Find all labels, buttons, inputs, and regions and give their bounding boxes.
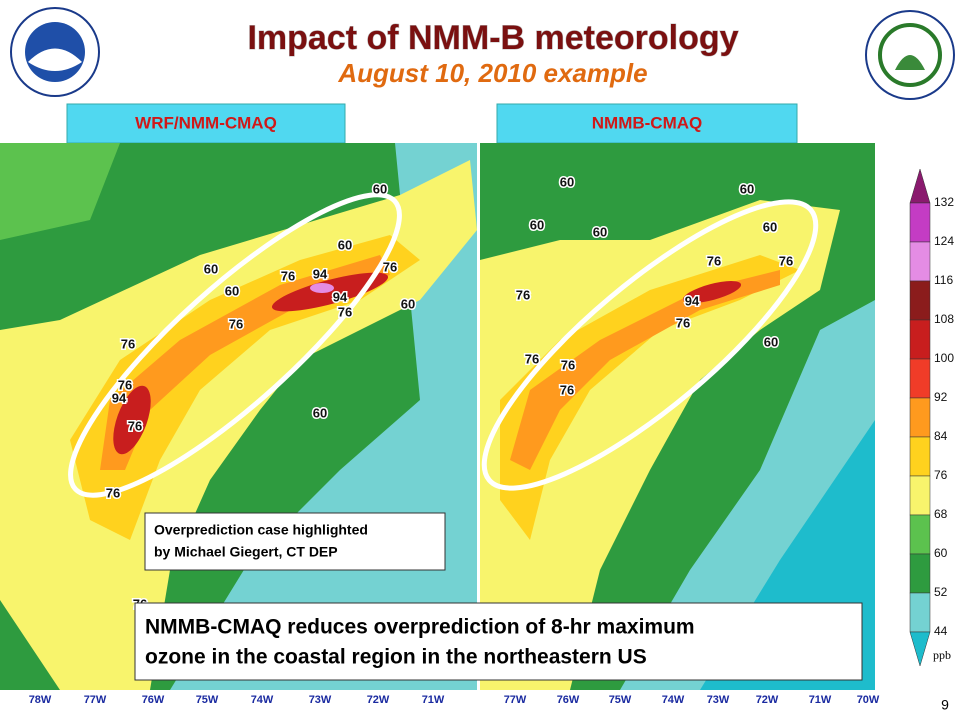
- contour-label: 94: [333, 289, 348, 304]
- title: Impact of NMM-B meteorology: [247, 19, 738, 57]
- colorbar-segment: [909, 436, 931, 477]
- contour-label: 60: [313, 405, 327, 420]
- colorbar-label: 52: [934, 585, 948, 599]
- contour-label: 76: [383, 259, 397, 274]
- contour-label: 76: [560, 382, 574, 397]
- longitude-label: 74W: [662, 694, 685, 706]
- contour-label: 60: [764, 334, 778, 349]
- colorbar-segment: [909, 319, 931, 360]
- contour-label: 60: [373, 181, 387, 196]
- contour-label: 94: [112, 390, 127, 405]
- note-line: by Michael Giegert, CT DEP: [154, 544, 338, 560]
- longitude-label: 75W: [609, 694, 632, 706]
- longitude-label: 71W: [422, 694, 445, 706]
- colorbar-label: 44: [934, 624, 948, 638]
- colorbar-segment: [909, 592, 931, 633]
- contour-label: 76: [121, 336, 135, 351]
- contour-label: 60: [204, 261, 218, 276]
- colorbar-segment: [909, 358, 931, 399]
- colorbar-label: 124: [934, 234, 954, 248]
- longitude-label: 75W: [196, 694, 219, 706]
- page-number: 9: [941, 697, 949, 713]
- note-line: Overprediction case highlighted: [154, 522, 368, 538]
- colorbar-cap: [909, 631, 931, 667]
- longitude-label: 76W: [557, 694, 580, 706]
- contour-label: 76: [525, 351, 539, 366]
- longitude-label: 77W: [84, 694, 107, 706]
- longitude-label: 73W: [309, 694, 332, 706]
- contour-label: 76: [106, 485, 120, 500]
- colorbar-segment: [909, 397, 931, 438]
- colorbar-label: 68: [934, 507, 948, 521]
- epa-logo: [865, 10, 955, 100]
- contour-label: 76: [516, 287, 530, 302]
- colorbar-label: 116: [934, 273, 953, 287]
- longitude-label: 70W: [857, 694, 880, 706]
- longitude-label: 76W: [142, 694, 165, 706]
- colorbar-segment: [909, 553, 931, 594]
- contour-label: 76: [281, 268, 295, 283]
- longitude-label: 71W: [809, 694, 832, 706]
- map-left: [0, 143, 477, 690]
- contour-label: 94: [313, 266, 328, 281]
- contour-label: 76: [128, 418, 142, 433]
- contour-label: 76: [676, 315, 690, 330]
- colorbar-label: 76: [934, 468, 948, 482]
- longitude-label: 73W: [707, 694, 730, 706]
- longitude-label: 72W: [756, 694, 779, 706]
- contour-label: 60: [593, 224, 607, 239]
- colorbar-segment: [909, 280, 931, 321]
- contour-label: 60: [740, 181, 754, 196]
- contour-label: 76: [229, 316, 243, 331]
- map-right: [480, 143, 875, 690]
- colorbar-unit: ppb: [933, 648, 951, 662]
- contour-label: 60: [763, 219, 777, 234]
- subtitle: August 10, 2010 example: [337, 58, 647, 88]
- contour-label: 76: [118, 377, 132, 392]
- contour-label: 60: [225, 283, 239, 298]
- colorbar-label: 84: [934, 429, 948, 443]
- highlight-box: [144, 512, 446, 571]
- conclusion-box: [134, 602, 863, 681]
- longitude-label: 78W: [29, 694, 52, 706]
- panel-label: NMMB-CMAQ: [592, 113, 702, 132]
- contour-label: 60: [530, 217, 544, 232]
- colorbar-segment: [909, 514, 931, 555]
- panel-label: WRF/NMM-CMAQ: [135, 113, 277, 132]
- contour-label: 60: [401, 296, 415, 311]
- longitude-label: 77W: [504, 694, 527, 706]
- colorbar-label: 108: [934, 312, 954, 326]
- colorbar-segment: [909, 475, 931, 516]
- conclusion-line: ozone in the coastal region in the north…: [145, 646, 647, 669]
- colorbar-cap: [909, 168, 931, 204]
- longitude-label: 72W: [367, 694, 390, 706]
- conclusion-line: NMMB-CMAQ reduces overprediction of 8-hr…: [145, 616, 695, 639]
- noaa-logo: [10, 7, 100, 97]
- contour-label: 60: [338, 237, 352, 252]
- panel-label-box: [66, 103, 346, 144]
- contour-label: 76: [561, 357, 575, 372]
- contour-label: 76: [707, 253, 721, 268]
- colorbar-label: 92: [934, 390, 948, 404]
- contour-label: 94: [685, 293, 700, 308]
- longitude-label: 74W: [251, 694, 274, 706]
- panel-label-box: [496, 103, 798, 144]
- colorbar-label: 60: [934, 546, 948, 560]
- colorbar-segment: [909, 241, 931, 282]
- contour-label: 76: [338, 304, 352, 319]
- contour-label: 76: [779, 253, 793, 268]
- contour-label: 60: [560, 174, 574, 189]
- colorbar-label: 100: [934, 351, 954, 365]
- colorbar-label: 132: [934, 195, 954, 209]
- colorbar-segment: [909, 202, 931, 243]
